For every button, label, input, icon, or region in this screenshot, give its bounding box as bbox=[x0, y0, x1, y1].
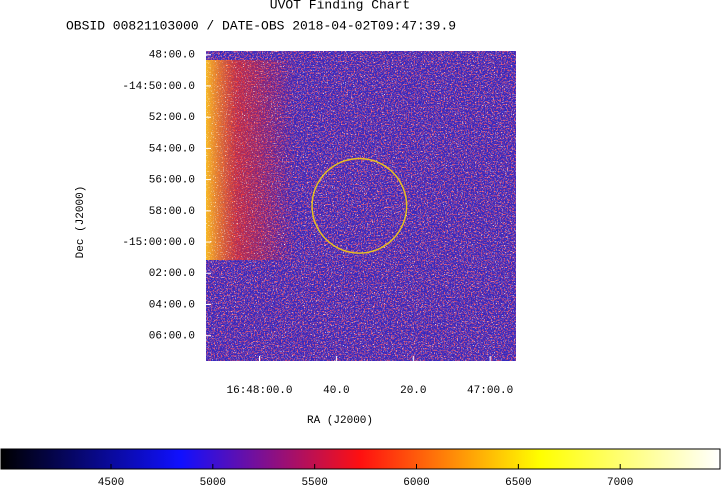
region-circle bbox=[311, 157, 408, 254]
chart-subtitle: OBSID 00821103000 / DATE-OBS 2018-04-02T… bbox=[66, 18, 456, 33]
y-tick-label: 02:00.0 bbox=[149, 268, 195, 280]
x-tick-label: 40.0 bbox=[323, 385, 349, 397]
x-tick-label: 47:00.0 bbox=[467, 385, 513, 397]
x-tick-label: 16:48:00.0 bbox=[227, 385, 293, 397]
colorbar-tick-label: 4500 bbox=[98, 477, 124, 489]
chart-title: UVOT Finding Chart bbox=[270, 0, 410, 12]
y-tick-label: 52:00.0 bbox=[149, 112, 195, 124]
colorbar-tick-label: 5500 bbox=[301, 477, 327, 489]
y-axis-label: Dec (J2000) bbox=[75, 186, 87, 259]
x-tick-label: 20.0 bbox=[400, 385, 426, 397]
y-tick-label: -14:50:00.0 bbox=[122, 81, 195, 93]
image bbox=[206, 51, 516, 361]
x-axis-label: RA (J2000) bbox=[307, 415, 373, 427]
y-tick-label: 54:00.0 bbox=[149, 143, 195, 155]
colorbar-tick-label: 6000 bbox=[403, 477, 429, 489]
y-tick-label: -15:00:00.0 bbox=[122, 237, 195, 249]
y-tick-label: 58:00.0 bbox=[149, 206, 195, 218]
colorbar-tick-label: 6500 bbox=[505, 477, 531, 489]
y-tick-label: 56:00.0 bbox=[149, 174, 195, 186]
colorbar bbox=[0, 448, 721, 470]
image-stars bbox=[206, 51, 516, 361]
colorbar-tick-label: 7000 bbox=[607, 477, 633, 489]
y-tick-label: 04:00.0 bbox=[149, 299, 195, 311]
y-tick-label: 06:00.0 bbox=[149, 331, 195, 343]
y-tick-label: 48:00.0 bbox=[149, 50, 195, 62]
colorbar-tick-label: 5000 bbox=[200, 477, 226, 489]
